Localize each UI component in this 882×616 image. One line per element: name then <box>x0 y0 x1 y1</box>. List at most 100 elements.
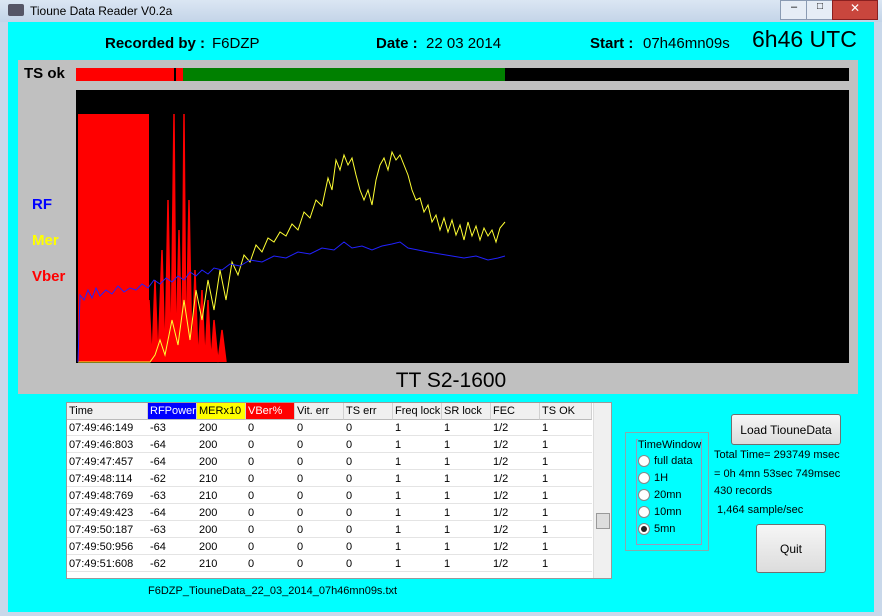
column-header: MERx10 <box>197 403 246 420</box>
table-cell: 0 <box>246 420 295 436</box>
radio-option[interactable]: 5mn <box>638 523 675 535</box>
table-cell: 1 <box>442 437 491 453</box>
scrollbar[interactable] <box>593 403 611 578</box>
table-cell: 1/2 <box>491 471 540 487</box>
column-header: Vit. err <box>295 403 344 420</box>
stat-line: Total Time= 293749 msec <box>714 449 840 461</box>
table-cell: 1 <box>540 471 592 487</box>
maximize-button[interactable]: □ <box>806 0 834 20</box>
table-cell: 0 <box>344 437 393 453</box>
table-cell: 0 <box>246 539 295 555</box>
column-header: TS OK <box>540 403 592 420</box>
data-table[interactable]: Time RFPower MERx10 VBer% Vit. err TS err Freq… <box>66 402 612 579</box>
vber-trace <box>78 114 149 362</box>
ts-bar-error <box>76 68 183 81</box>
recorded-label: Recorded by : <box>105 35 206 52</box>
table-cell: 0 <box>344 454 393 470</box>
app-icon <box>8 4 24 16</box>
filename: F6DZP_TiouneData_22_03_2014_07h46mn09s.t… <box>148 585 398 597</box>
table-cell: 0 <box>295 522 344 538</box>
close-button[interactable]: ✕ <box>832 0 878 20</box>
table-cell: 1 <box>540 539 592 555</box>
table-cell: 0 <box>295 420 344 436</box>
table-cell: 0 <box>344 488 393 504</box>
table-cell: 0 <box>344 539 393 555</box>
table-cell: 0 <box>246 522 295 538</box>
table-cell: 1 <box>540 488 592 504</box>
table-cell: 200 <box>197 505 246 521</box>
table-cell: -64 <box>148 437 197 453</box>
radio-button[interactable] <box>638 472 650 484</box>
table-cell: 1 <box>442 539 491 555</box>
table-cell: 1/2 <box>491 556 540 572</box>
quit-button[interactable]: Quit <box>756 524 826 573</box>
table-cell: 0 <box>295 539 344 555</box>
radio-option[interactable]: full data <box>638 455 693 467</box>
table-cell: 200 <box>197 437 246 453</box>
table-cell: 1 <box>540 556 592 572</box>
table-cell: 1/2 <box>491 505 540 521</box>
table-cell: 0 <box>295 454 344 470</box>
column-header: Time <box>67 403 148 420</box>
table-cell: 1 <box>393 556 442 572</box>
radio-button[interactable] <box>638 455 650 467</box>
table-cell: 0 <box>246 488 295 504</box>
start-value: 07h46mn09s <box>643 35 730 52</box>
table-cell: 210 <box>197 488 246 504</box>
table-cell: 0 <box>246 505 295 521</box>
radio-option[interactable]: 1H <box>638 472 668 484</box>
table-cell: 1 <box>540 420 592 436</box>
load-button[interactable]: Load TiouneData <box>731 414 841 445</box>
table-cell: 1 <box>442 522 491 538</box>
table-cell: 0 <box>246 437 295 453</box>
table-cell: -62 <box>148 556 197 572</box>
table-cell: 07:49:47:457 <box>67 454 148 470</box>
vber-trace-tail <box>148 113 227 363</box>
table-cell: 1/2 <box>491 420 540 436</box>
legend-vber: Vber <box>32 268 66 285</box>
table-cell: 1/2 <box>491 539 540 555</box>
table-cell: 1 <box>393 454 442 470</box>
column-header: FEC <box>491 403 540 420</box>
utc-time: 6h46 UTC <box>752 26 857 52</box>
table-cell: 200 <box>197 454 246 470</box>
ts-bar-gap <box>174 68 176 81</box>
table-cell: 0 <box>295 505 344 521</box>
chart: RF Mer Vber TT S2-1600 <box>32 68 849 392</box>
table-cell: 200 <box>197 420 246 436</box>
stat-line: 430 records <box>714 485 773 497</box>
table-cell: 1 <box>442 505 491 521</box>
radio-button[interactable] <box>638 489 650 501</box>
table-cell: 1 <box>442 471 491 487</box>
table-cell: 0 <box>344 505 393 521</box>
table-cell: 1 <box>442 454 491 470</box>
table-cell: 0 <box>295 556 344 572</box>
table-cell: 07:49:50:956 <box>67 539 148 555</box>
mer-trace <box>78 150 506 363</box>
rf-trace <box>77 241 506 363</box>
column-header: RFPower <box>148 403 197 420</box>
column-header: Freq lock <box>393 403 442 420</box>
radio-button[interactable] <box>638 523 650 535</box>
legend-mer: Mer <box>32 232 59 249</box>
table-cell: 07:49:46:803 <box>67 437 148 453</box>
radio-option[interactable]: 20mn <box>638 489 682 501</box>
table-cell: -63 <box>148 522 197 538</box>
time-window-title: TimeWindow <box>638 439 702 451</box>
table-cell: -64 <box>148 505 197 521</box>
table-cell: 1 <box>442 488 491 504</box>
minimize-button[interactable]: – <box>780 0 808 20</box>
table-cell: 210 <box>197 556 246 572</box>
radio-label: full data <box>654 455 693 467</box>
radio-button[interactable] <box>638 506 650 518</box>
table-cell: 1 <box>393 437 442 453</box>
table-cell: 07:49:48:114 <box>67 471 148 487</box>
window-title: Tioune Data Reader V0.2a <box>30 4 173 18</box>
recorded-value: F6DZP <box>212 35 260 52</box>
table-cell: 07:49:50:187 <box>67 522 148 538</box>
table-cell: 1/2 <box>491 454 540 470</box>
radio-label: 1H <box>654 472 669 484</box>
table-cell: 07:49:51:608 <box>67 556 148 572</box>
radio-option[interactable]: 10mn <box>638 506 682 518</box>
scroll-thumb[interactable] <box>596 513 610 529</box>
